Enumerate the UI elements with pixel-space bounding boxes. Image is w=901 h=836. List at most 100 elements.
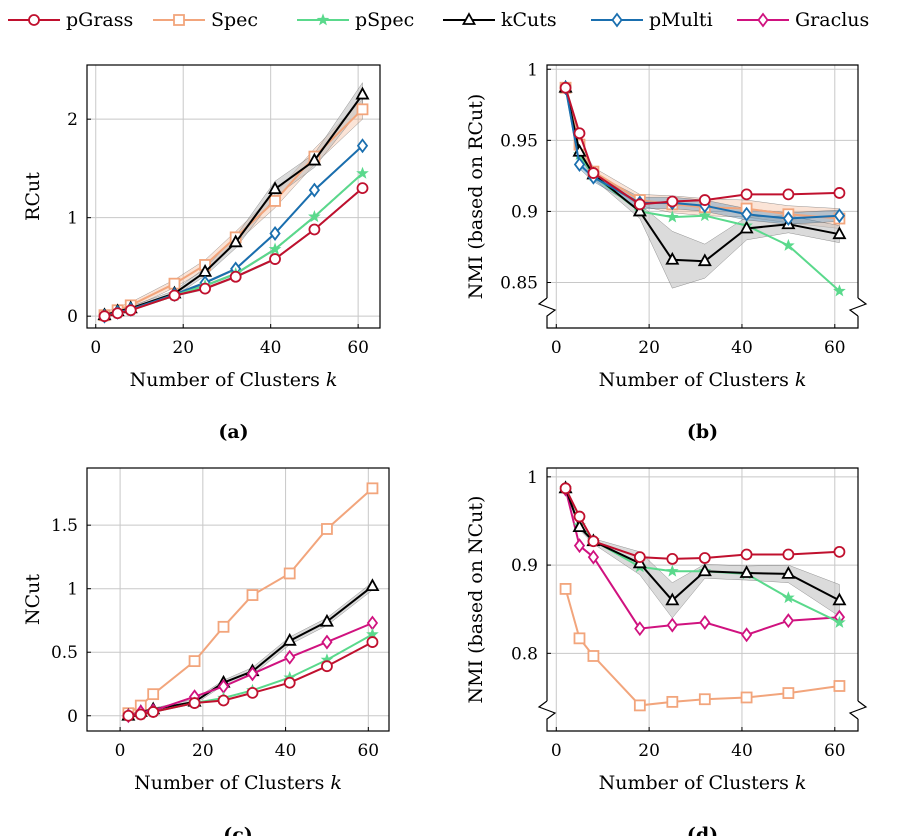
data-point: [634, 621, 646, 637]
y-tick-label: 1.5: [51, 516, 78, 536]
data-point: [321, 523, 333, 535]
chart-panel-b: 0 20 40 60 0.85 0.9 0.95 1 Number of Clusters k N…: [465, 60, 868, 443]
data-point: [666, 553, 679, 565]
data-point: [665, 251, 680, 265]
series-line-spec: [564, 588, 840, 707]
data-point: [698, 693, 711, 706]
chart-panel-a: 0 20 40 60 0 1 2 Number of Clusters k RCut (a): [22, 64, 381, 443]
x-axis-label: Number of Clusters k: [599, 772, 807, 794]
data-point: [111, 307, 124, 320]
data-point: [573, 127, 586, 140]
data-point: [356, 138, 369, 154]
data-point: [666, 695, 679, 708]
x-tick-label: 60: [824, 338, 846, 358]
data-point: [698, 209, 712, 222]
series-pgrass: [98, 182, 369, 323]
x-tick-label: 0: [90, 338, 101, 358]
chart-panel-c: 0 20 40 60 0 0.5 1 1.5 Number of Clusters k NCut (…: [22, 467, 390, 836]
data-point: [217, 694, 230, 707]
axis-frame: [537, 64, 868, 329]
legend-marker: [316, 13, 330, 26]
data-point: [356, 166, 369, 179]
x-axis-label: Number of Clusters k: [130, 369, 338, 391]
series-spec: [559, 583, 846, 712]
data-point: [307, 152, 322, 166]
data-point: [666, 195, 679, 208]
y-axis-label: NMI (based on RCut): [465, 94, 487, 300]
x-axis-label-variable: k: [326, 369, 338, 391]
legend-marker: [611, 12, 623, 28]
data-point: [559, 81, 572, 94]
legend-label: pSpec: [355, 9, 414, 31]
legend-item-graclus: Graclus: [737, 9, 869, 31]
data-point: [740, 691, 753, 704]
data-point: [188, 655, 201, 668]
y-tick-label: 0.9: [511, 202, 538, 222]
data-point: [698, 194, 711, 206]
legend-marker: [173, 14, 185, 26]
data-point: [573, 157, 586, 173]
legend-label: kCuts: [501, 9, 557, 31]
panels: 0 20 40 60 0 1 2 Number of Clusters k RCut (a) 0 20…: [22, 60, 868, 836]
y-tick-label: 1: [527, 60, 538, 80]
x-axis-label-variable: k: [330, 772, 342, 794]
y-tick-label: 0: [67, 307, 78, 327]
y-tick-label: 0.9: [511, 556, 538, 576]
data-point: [284, 649, 296, 665]
data-point: [632, 203, 647, 217]
data-point: [782, 238, 795, 251]
x-tick-label: 40: [275, 741, 297, 761]
data-point: [246, 666, 259, 682]
y-tick-label: 1: [527, 468, 538, 488]
x-tick-label: 60: [357, 741, 379, 761]
legend-marker: [28, 14, 40, 26]
data-point: [782, 548, 795, 561]
data-point: [666, 210, 679, 223]
x-axis-label: Number of Clusters k: [134, 772, 342, 794]
legend-item-pgrass: pGrass: [8, 9, 133, 31]
data-point: [587, 535, 600, 548]
y-tick-label: 0.95: [500, 131, 538, 151]
data-point: [282, 632, 297, 646]
data-point: [366, 482, 379, 495]
data-point: [572, 519, 587, 533]
data-point: [269, 225, 281, 241]
legend-label: pMulti: [649, 9, 713, 31]
data-point: [740, 627, 753, 643]
legend-item-pmulti: pMulti: [591, 9, 713, 31]
legend-marker: [461, 12, 477, 25]
panel-caption: (a): [218, 421, 248, 443]
y-axis-label: RCut: [22, 172, 44, 221]
data-point: [98, 310, 111, 323]
data-point: [782, 687, 795, 699]
data-point: [666, 564, 679, 577]
x-tick-label: 0: [551, 338, 562, 358]
data-point: [740, 548, 753, 561]
axis-frame: [537, 467, 868, 732]
y-axis-label: NMI (based on NCut): [465, 496, 487, 704]
data-point: [217, 620, 230, 633]
data-point: [739, 220, 754, 234]
data-point: [782, 211, 794, 227]
x-tick-label: 40: [731, 338, 753, 358]
panel-caption: (c): [223, 824, 253, 836]
data-point: [833, 680, 846, 692]
legend-item-spec: Spec: [153, 9, 258, 31]
data-point: [199, 282, 211, 295]
data-point: [147, 688, 160, 701]
data-point: [308, 223, 321, 236]
data-point: [308, 210, 321, 223]
data-point: [781, 566, 796, 579]
data-point: [355, 86, 370, 100]
data-point: [587, 650, 600, 662]
series-line-pgrass: [128, 641, 373, 717]
data-point: [246, 589, 259, 601]
data-point: [228, 234, 243, 248]
x-tick-label: 20: [172, 338, 194, 358]
series-kcuts: [121, 578, 380, 721]
data-point: [283, 567, 296, 580]
data-point: [308, 182, 321, 198]
series-pgrass: [559, 482, 846, 565]
y-tick-label: 0: [67, 707, 78, 727]
data-point: [168, 289, 181, 302]
